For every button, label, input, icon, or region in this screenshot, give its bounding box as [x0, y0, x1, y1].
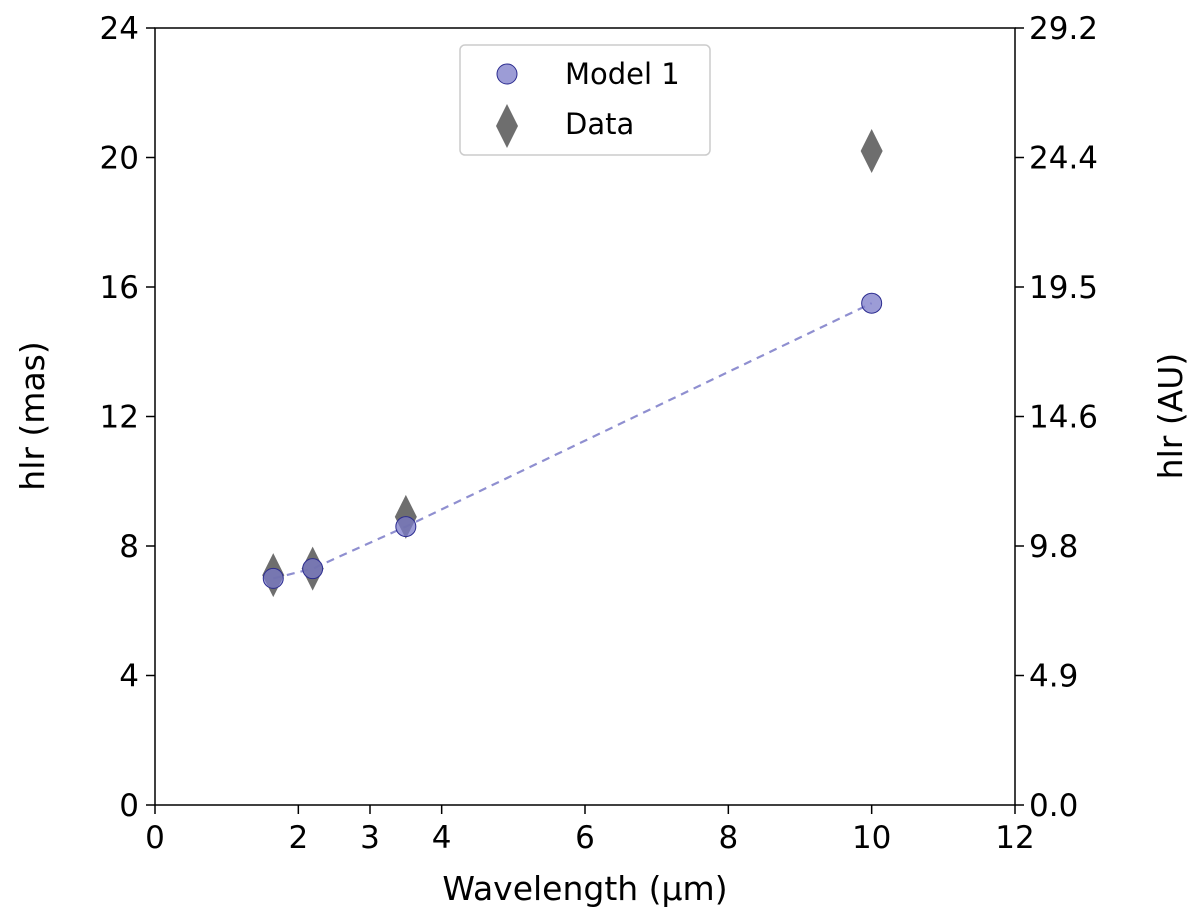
model-1-line	[272, 302, 873, 580]
legend: Model 1 Data	[459, 44, 711, 156]
y-tick-label: 4	[119, 659, 139, 695]
y-right-tick-label: 4.9	[1029, 659, 1078, 695]
legend-marker-data	[496, 104, 518, 148]
legend-label-model-1: Model 1	[565, 57, 680, 91]
data-point	[860, 129, 883, 174]
y-axis-label: hlr (mas)	[13, 341, 52, 490]
x-tick-label: 10	[852, 820, 891, 856]
model-1-point	[262, 567, 284, 589]
y-right-tick-label: 0.0	[1029, 788, 1078, 824]
y-right-tick-label: 24.4	[1029, 141, 1098, 177]
y-right-tick-label: 19.5	[1029, 270, 1098, 306]
y-tick-label: 20	[100, 141, 139, 177]
x-tick-label: 6	[575, 820, 595, 856]
x-tick-label: 2	[288, 820, 308, 856]
y-tick-label: 8	[119, 529, 139, 565]
y-tick-label: 0	[119, 788, 139, 824]
x-tick-label: 4	[432, 820, 452, 856]
x-tick-label: 0	[145, 820, 165, 856]
y-right-tick-label: 29.2	[1029, 11, 1098, 47]
y-tick-label: 16	[100, 270, 139, 306]
legend-marker-model-1	[496, 63, 518, 85]
model-1-point	[302, 558, 324, 580]
x-tick-label: 8	[718, 820, 738, 856]
y-right-tick-label: 14.6	[1029, 400, 1098, 436]
y-right-tick-label: 9.8	[1029, 529, 1078, 565]
model-1-point	[861, 292, 883, 314]
legend-box	[459, 44, 711, 156]
legend-label-data: Data	[565, 107, 634, 141]
y-axis-right-label: hlr (AU)	[1151, 353, 1190, 480]
x-tick-label: 3	[360, 820, 380, 856]
x-axis-label: Wavelength (μm)	[442, 869, 727, 908]
y-tick-label: 24	[100, 11, 139, 47]
x-tick-label: 12	[995, 820, 1034, 856]
y-tick-label: 12	[100, 400, 139, 436]
model-1-point	[395, 516, 417, 538]
